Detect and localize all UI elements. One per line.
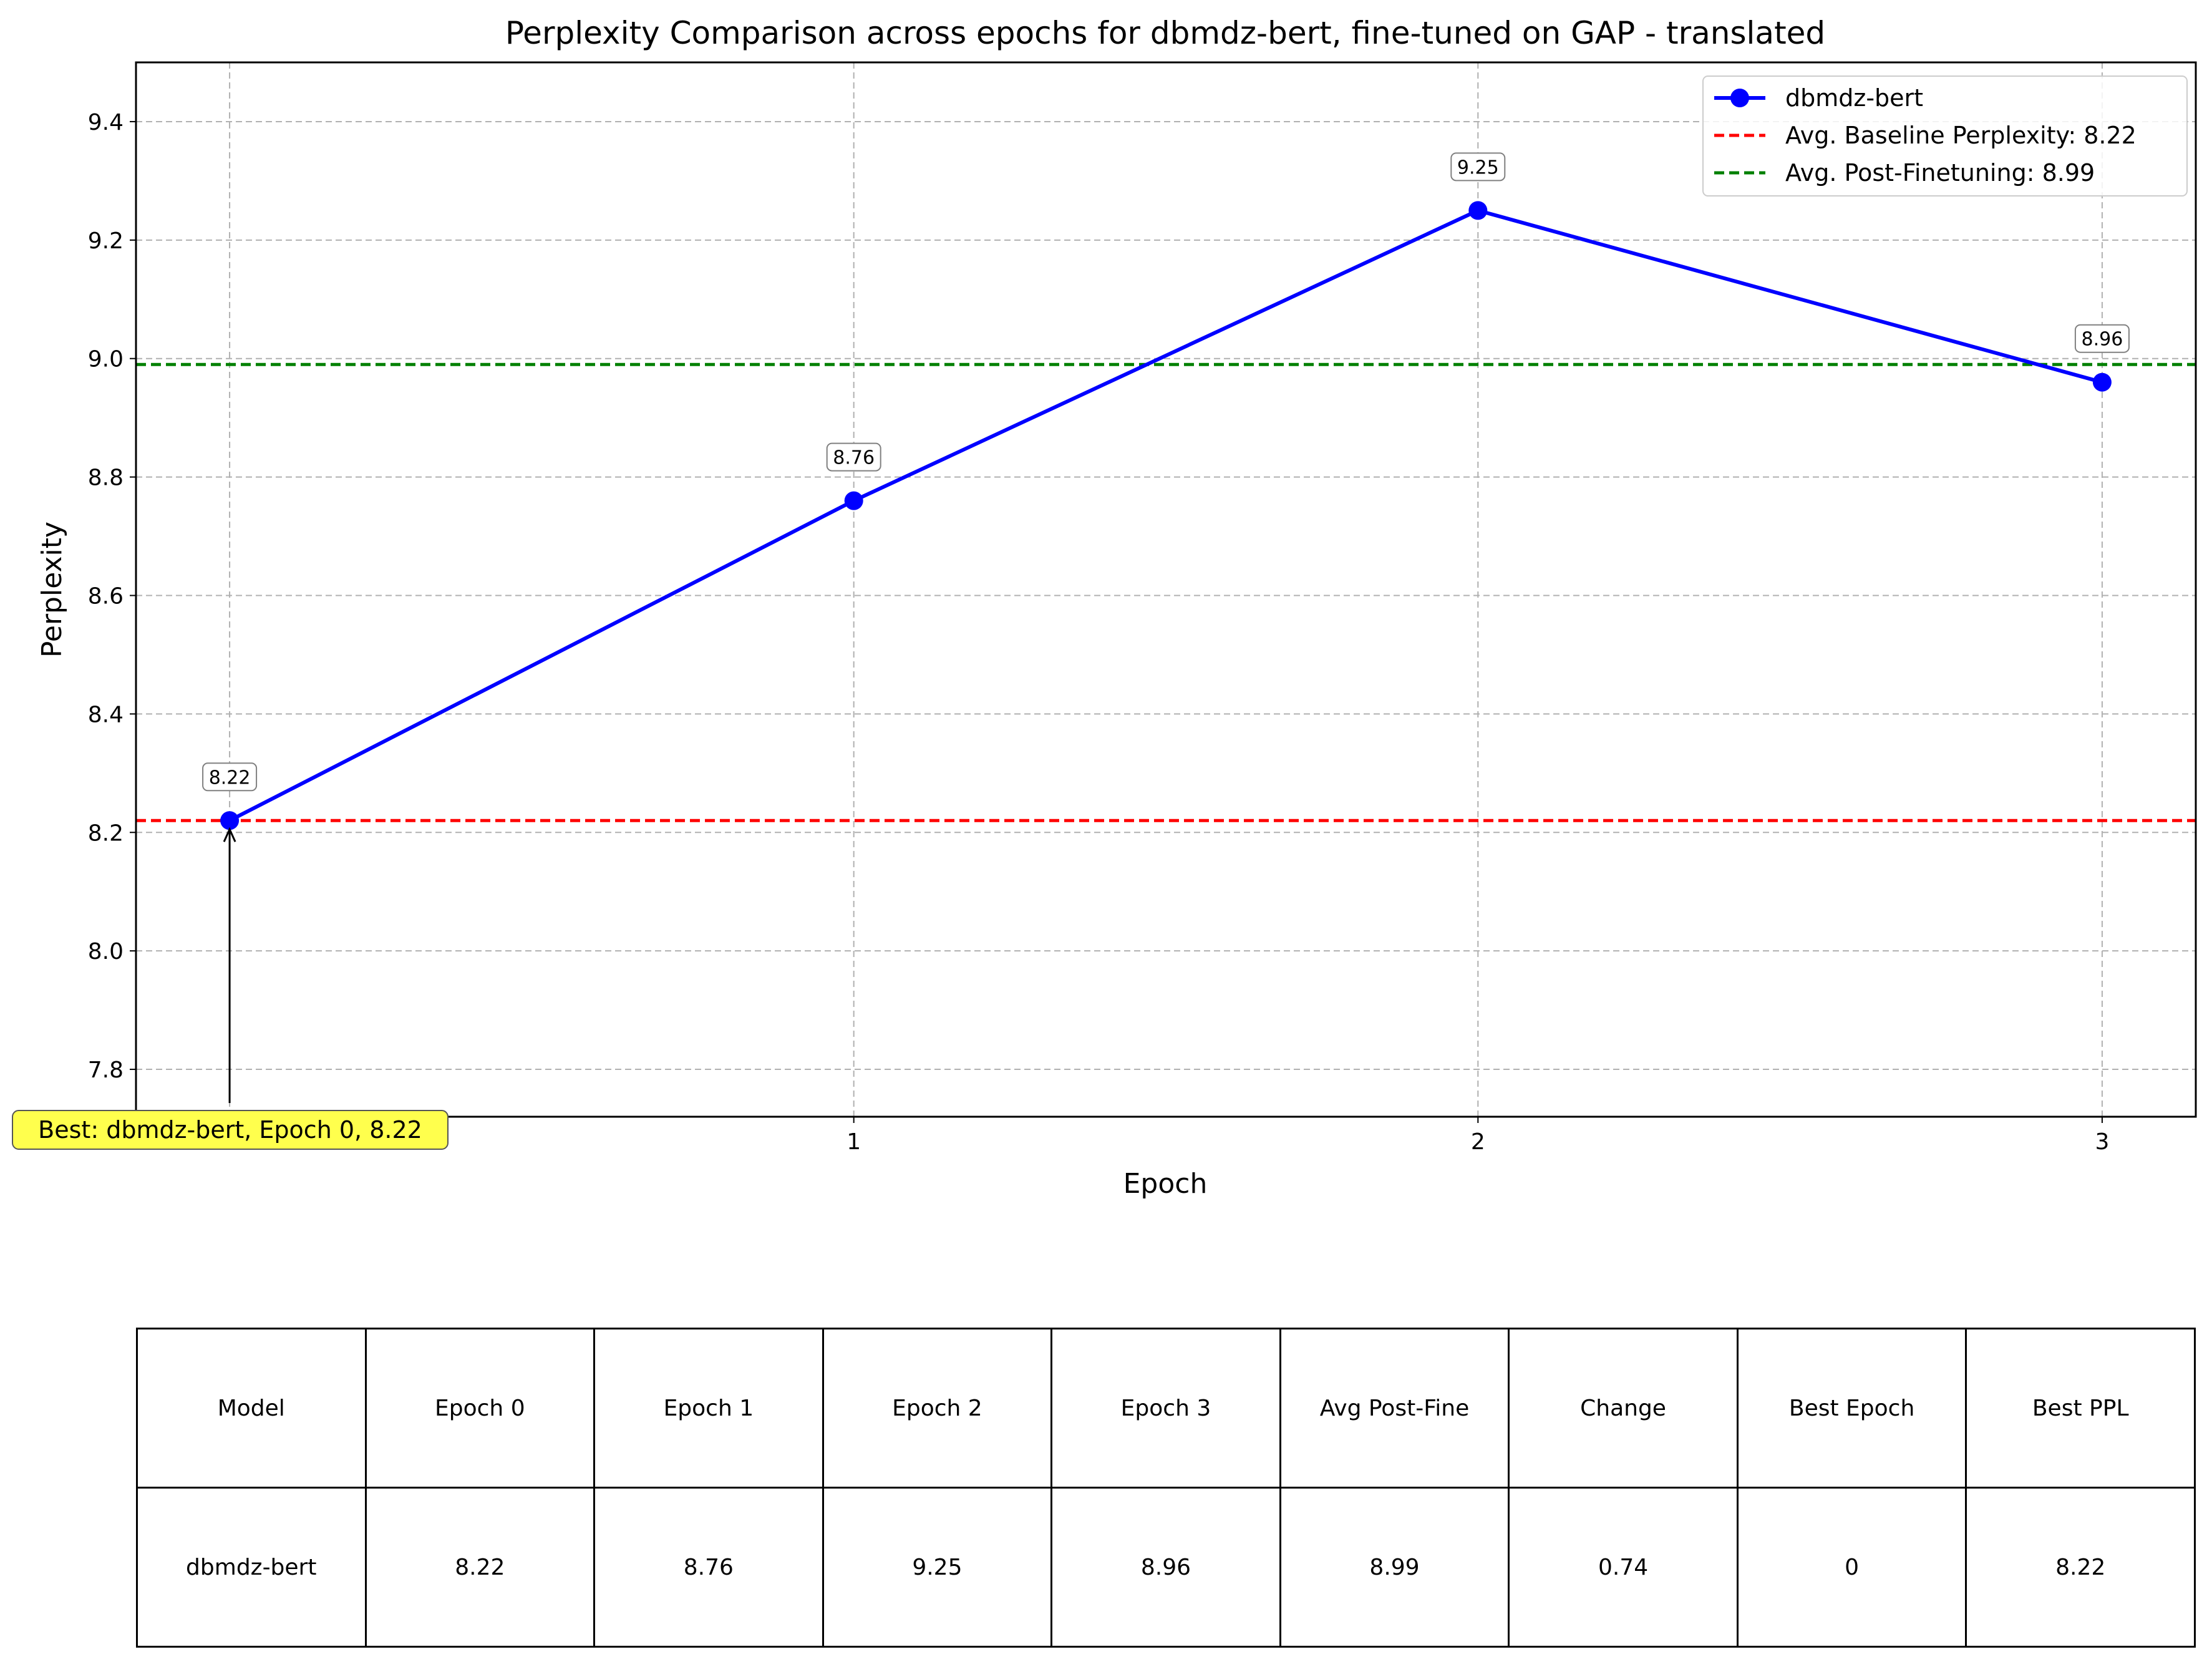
table-row: dbmdz-bert 8.22 8.76 9.25 8.96 8.99 0.74 0 8.22 <box>136 1487 2196 1648</box>
data-label: 8.22 <box>209 767 251 789</box>
table-cell: dbmdz-bert <box>136 1487 367 1648</box>
table-cell: 8.96 <box>1050 1487 1281 1648</box>
table-cell: Avg Post-Fine <box>1279 1328 1510 1489</box>
y-tick-label: 8.4 <box>88 702 124 727</box>
series-line <box>228 208 2103 822</box>
legend-swatch-marker <box>1730 89 1749 107</box>
table-cell: 8.76 <box>593 1487 824 1648</box>
x-tick-label: 3 <box>2095 1129 2109 1155</box>
table-cell: 9.25 <box>822 1487 1053 1648</box>
data-label: 8.76 <box>833 447 875 469</box>
y-tick-label: 8.6 <box>88 583 124 609</box>
table-cell: 0 <box>1736 1487 1967 1648</box>
best-annotation: Best: dbmdz-bert, Epoch 0, 8.22 <box>12 827 449 1150</box>
legend-entry-0: dbmdz-bert <box>1714 84 1923 112</box>
table-cell: 8.99 <box>1279 1487 1510 1648</box>
legend-entry-2: Avg. Post-Finetuning: 8.99 <box>1714 159 2095 187</box>
table-cell: Model <box>136 1328 367 1489</box>
data-point <box>844 491 863 510</box>
data-label-box <box>1450 152 1506 182</box>
table-cell: Best Epoch <box>1736 1328 1967 1489</box>
table-cell: Epoch 2 <box>822 1328 1053 1489</box>
annotation-box <box>12 1110 449 1150</box>
stats-table: Model Epoch 0 Epoch 1 Epoch 2 Epoch 3 Avg Pos… <box>136 1328 2196 1648</box>
y-tick-label: 7.8 <box>88 1057 124 1083</box>
table-cell: 8.22 <box>1965 1487 2196 1648</box>
data-point <box>2092 372 2112 392</box>
x-tick-label: 1 <box>846 1129 861 1155</box>
legend: dbmdz-bert Avg. Baseline Perplexity: 8.22… <box>1702 75 2188 197</box>
data-point <box>220 811 240 830</box>
y-tick-label: 8.8 <box>88 465 124 491</box>
data-label: 8.96 <box>2082 329 2123 351</box>
table-cell: Epoch 0 <box>364 1328 596 1489</box>
y-tick-label: 9.4 <box>88 110 124 135</box>
data-label-box <box>826 442 881 472</box>
y-tick-label: 9.0 <box>88 347 124 372</box>
data-label: 9.25 <box>1457 157 1499 178</box>
data-point <box>1468 201 1488 220</box>
y-axis: 7.8 8.0 8.2 8.4 8.6 8.8 9.0 9.2 9.4 <box>88 110 136 1083</box>
y-tick-label: 9.2 <box>88 228 124 254</box>
plot-area-frame <box>135 61 2197 1118</box>
chart-title: Perplexity Comparison across epochs for … <box>505 15 1825 51</box>
legend-box <box>1702 75 2188 197</box>
reference-lines <box>136 362 2196 822</box>
legend-label: Avg. Baseline Perplexity: 8.22 <box>1785 122 2137 149</box>
y-tick-label: 8.2 <box>88 820 124 846</box>
table-cell: 8.22 <box>364 1487 596 1648</box>
y-axis-label: Perplexity <box>36 522 68 658</box>
table-cell: Best PPL <box>1965 1328 2196 1489</box>
table-cell: Epoch 3 <box>1050 1328 1281 1489</box>
table-cell: Epoch 1 <box>593 1328 824 1489</box>
x-tick-label: 2 <box>1471 1129 1485 1155</box>
table-header-row: Model Epoch 0 Epoch 1 Epoch 2 Epoch 3 Avg Pos… <box>136 1328 2196 1489</box>
table-cell: 0.74 <box>1508 1487 1739 1648</box>
x-axis-label: Epoch <box>1123 1168 1208 1200</box>
y-tick-label: 8.0 <box>88 939 124 965</box>
data-label-box <box>2074 324 2130 353</box>
legend-label: dbmdz-bert <box>1785 84 1923 112</box>
series-layer: 8.22 8.76 9.25 8.96 <box>202 152 2130 830</box>
legend-label: Avg. Post-Finetuning: 8.99 <box>1785 159 2095 187</box>
annotation-arrow-head <box>223 827 236 842</box>
annotation-text: Best: dbmdz-bert, Epoch 0, 8.22 <box>38 1116 422 1144</box>
legend-entry-1: Avg. Baseline Perplexity: 8.22 <box>1714 122 2137 149</box>
data-label-box <box>202 762 258 792</box>
table-cell: Change <box>1508 1328 1739 1489</box>
